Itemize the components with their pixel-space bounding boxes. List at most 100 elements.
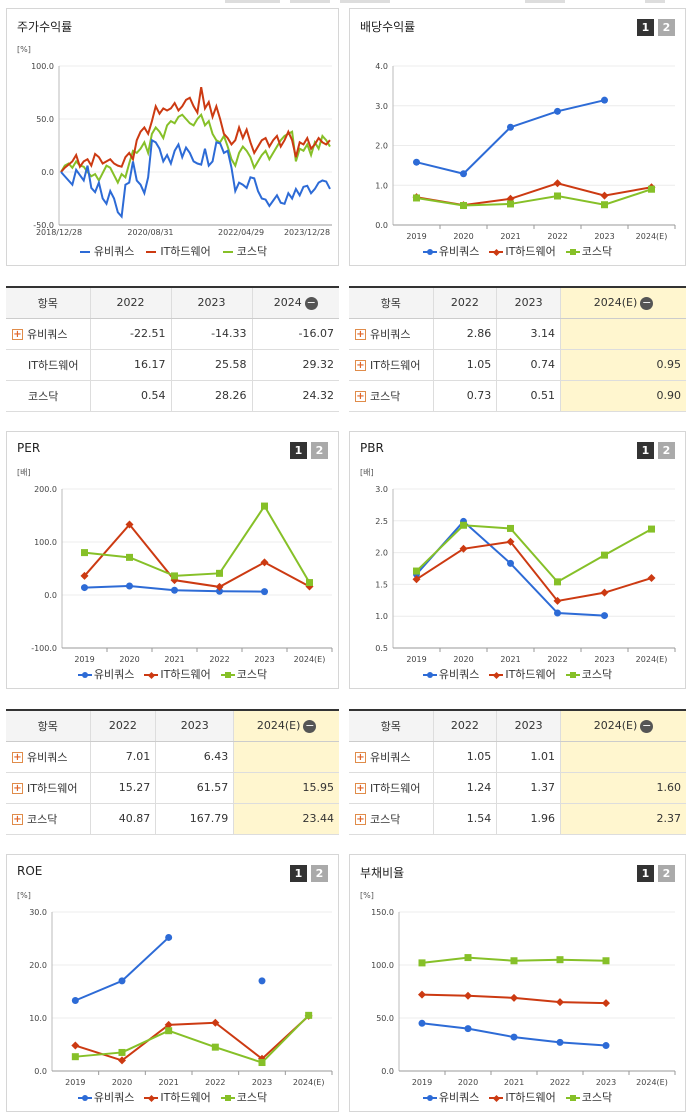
row-name[interactable]: + 유비쿼스	[349, 318, 434, 350]
tab-button-1[interactable]: 1	[290, 865, 307, 882]
column-header: 항목	[6, 287, 91, 319]
table-cell: 15.27	[90, 772, 157, 804]
plus-box-icon[interactable]: +	[12, 329, 23, 340]
column-header: 2024(E) −	[233, 710, 339, 742]
tab-button-1[interactable]: 1	[637, 442, 654, 459]
row-name: IT하드웨어	[6, 349, 91, 381]
legend-item[interactable]: 유비쿼스	[77, 666, 135, 682]
y-tick-label: 100.0	[34, 538, 57, 547]
plus-box-icon[interactable]: +	[355, 783, 366, 794]
y-tick-label: 0.5	[375, 644, 388, 653]
data-point	[600, 588, 609, 597]
row-name[interactable]: + 코스닥	[6, 803, 91, 835]
plus-box-icon[interactable]: +	[355, 329, 366, 340]
table-cell: 2.86	[433, 318, 498, 350]
plus-box-icon[interactable]: +	[355, 752, 366, 763]
plus-box-icon[interactable]: +	[12, 783, 23, 794]
x-tick-label: 2019	[406, 232, 426, 241]
legend-item[interactable]: 유비쿼스	[422, 1089, 479, 1105]
legend-item[interactable]: IT하드웨어	[144, 666, 211, 682]
row-name[interactable]: + 유비쿼스	[6, 741, 91, 773]
legend-item[interactable]: 유비쿼스	[78, 243, 134, 259]
series-line	[416, 188, 652, 207]
tab-button-2[interactable]: 2	[658, 19, 675, 36]
data-point	[460, 170, 467, 178]
legend-swatch-icon	[77, 1094, 92, 1102]
tab-button-2[interactable]: 2	[311, 442, 328, 459]
plus-box-icon[interactable]: +	[355, 814, 366, 825]
data-point	[459, 544, 468, 553]
legend-item[interactable]: 코스닥	[221, 243, 267, 259]
column-header: 항목	[6, 710, 91, 742]
legend-item[interactable]: 유비쿼스	[422, 666, 479, 682]
y-tick-label: 0.0	[34, 1067, 47, 1076]
chart-legend: 유비쿼스 IT하드웨어 코스닥	[7, 666, 338, 682]
legend-item[interactable]: IT하드웨어	[144, 243, 211, 259]
series-line	[60, 138, 331, 219]
row-name[interactable]: + IT하드웨어	[6, 772, 91, 804]
legend-item[interactable]: 코스닥	[565, 243, 612, 259]
legend-item[interactable]: 코스닥	[565, 666, 612, 682]
legend-item[interactable]: 유비쿼스	[77, 1089, 135, 1105]
row-name[interactable]: + IT하드웨어	[349, 772, 434, 804]
table-cell: 1.01	[496, 741, 561, 773]
tab-button-2[interactable]: 2	[311, 865, 328, 882]
legend-item[interactable]: 유비쿼스	[422, 243, 479, 259]
x-tick-label: 2021	[500, 232, 520, 241]
table-row: 코스닥 0.54 28.26 24.32	[6, 380, 339, 412]
data-point	[71, 997, 79, 1005]
legend-item[interactable]: IT하드웨어	[489, 243, 556, 259]
tab-button-1[interactable]: 1	[290, 442, 307, 459]
legend-item[interactable]: IT하드웨어	[144, 1089, 211, 1105]
tab-button-1[interactable]: 1	[637, 865, 654, 882]
minus-circle-icon[interactable]: −	[304, 295, 318, 310]
unit-label: [%]	[360, 891, 374, 900]
row-name[interactable]: + 코스닥	[349, 380, 434, 412]
table-cell: 0.54	[90, 380, 172, 412]
table-cell: 24.32	[252, 380, 339, 412]
x-tick-label: 2019	[65, 1078, 85, 1087]
legend-swatch-icon	[220, 1094, 235, 1102]
minus-circle-icon[interactable]: −	[640, 295, 654, 310]
chart-legend: 유비쿼스 IT하드웨어 코스닥	[350, 666, 685, 682]
plus-box-icon[interactable]: +	[355, 391, 366, 402]
data-point	[553, 596, 562, 605]
legend-item[interactable]: 코스닥	[220, 666, 267, 682]
tab-button-2[interactable]: 2	[658, 442, 675, 459]
row-name[interactable]: + 유비쿼스	[6, 318, 91, 350]
row-name[interactable]: + IT하드웨어	[349, 349, 434, 381]
series-line	[415, 524, 652, 584]
row-name[interactable]: + 코스닥	[349, 803, 434, 835]
legend-label: 코스닥	[236, 1091, 268, 1104]
data-point	[507, 200, 514, 208]
tab-button-2[interactable]: 2	[658, 865, 675, 882]
legend-item[interactable]: IT하드웨어	[489, 666, 556, 682]
legend-label: 유비쿼스	[93, 668, 135, 681]
minus-circle-icon[interactable]: −	[640, 718, 654, 733]
legend-label: 유비쿼스	[93, 1091, 135, 1104]
data-point	[165, 933, 173, 941]
unit-label: [배]	[17, 468, 31, 477]
column-header: 2024(E) −	[560, 710, 686, 742]
data-point	[71, 1041, 80, 1050]
minus-circle-icon[interactable]: −	[303, 718, 317, 733]
column-header: 2022	[90, 287, 172, 319]
table-dividend-yield: 항목 2022 2023 2024(E) − + 유비쿼스 2.86 3.14 + IT하드웨어 1.…	[349, 286, 686, 412]
legend-item[interactable]: IT하드웨어	[489, 1089, 556, 1105]
y-tick-label: 3.0	[375, 102, 388, 111]
data-point	[601, 96, 608, 104]
data-point	[260, 558, 269, 567]
legend-item[interactable]: 코스닥	[565, 1089, 612, 1105]
legend-swatch-icon	[489, 248, 504, 256]
data-point	[412, 575, 421, 584]
legend-item[interactable]: 코스닥	[220, 1089, 268, 1105]
data-point	[261, 502, 268, 510]
plus-box-icon[interactable]: +	[355, 360, 366, 371]
tab-button-1[interactable]: 1	[637, 19, 654, 36]
plus-box-icon[interactable]: +	[12, 752, 23, 763]
row-name[interactable]: + 유비쿼스	[349, 741, 434, 773]
table-row: IT하드웨어 16.17 25.58 29.32	[6, 349, 339, 381]
plus-box-icon[interactable]: +	[12, 814, 23, 825]
x-tick-label: 2023	[254, 655, 274, 664]
